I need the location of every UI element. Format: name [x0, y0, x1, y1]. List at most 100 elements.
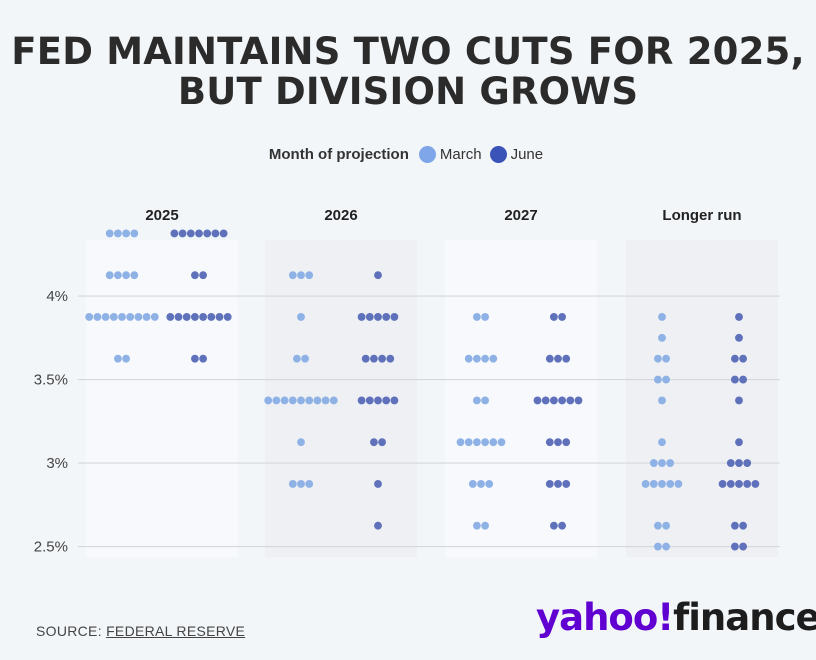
legend-march-swatch: [418, 146, 436, 163]
dot-march: [649, 459, 658, 467]
dot-june: [166, 313, 175, 321]
dot-march: [666, 459, 675, 467]
dot-june: [545, 480, 554, 488]
dot-june: [558, 521, 566, 530]
dot-june: [191, 354, 199, 363]
dot-june: [545, 438, 554, 447]
dot-march: [464, 438, 473, 447]
dot-june: [211, 229, 220, 238]
dot-june: [374, 313, 382, 321]
dot-march: [497, 438, 506, 447]
dot-march: [109, 313, 118, 321]
dot-june: [390, 396, 399, 405]
dot-june: [739, 521, 747, 530]
source-prefix: SOURCE:: [36, 623, 107, 639]
dot-march: [305, 396, 314, 405]
dot-june: [191, 313, 199, 321]
dot-june: [382, 396, 391, 405]
dot-march: [658, 480, 666, 488]
dot-june: [735, 459, 743, 467]
source-link[interactable]: FEDERAL RESERVE: [106, 623, 246, 639]
dot-march: [130, 229, 139, 238]
dot-june: [739, 375, 747, 384]
dot-june: [545, 354, 554, 363]
dot-march: [301, 354, 309, 363]
dot-march: [305, 480, 314, 488]
dot-june: [558, 396, 566, 405]
dot-june: [718, 480, 727, 488]
legend-june-swatch: [489, 146, 507, 163]
legend: Month of projection March June: [0, 146, 816, 163]
dot-june: [207, 313, 216, 321]
dot-june: [735, 333, 743, 342]
dot-march: [122, 354, 130, 363]
dot-june: [726, 459, 735, 467]
dot-march: [280, 396, 289, 405]
dot-march: [118, 313, 126, 321]
dot-june: [554, 438, 562, 447]
dot-june: [735, 438, 743, 447]
dot-june: [743, 480, 752, 488]
logo-finance: finance: [673, 596, 816, 639]
dot-march: [105, 229, 114, 238]
dot-march: [481, 521, 489, 530]
dot-march: [101, 313, 110, 321]
dot-march: [297, 480, 305, 488]
dot-june: [554, 480, 562, 488]
y-tick-label: 3%: [46, 455, 68, 472]
dot-march: [305, 271, 314, 280]
dot-june: [170, 229, 179, 238]
dot-june: [199, 313, 208, 321]
dot-june: [735, 313, 743, 321]
panel-label: 2027: [504, 207, 537, 224]
dot-march: [658, 333, 666, 342]
dot-march: [297, 396, 305, 405]
dot-june: [735, 480, 743, 488]
dot-june: [378, 354, 386, 363]
dot-march: [297, 438, 305, 447]
dot-march: [658, 438, 666, 447]
dot-march: [130, 271, 139, 280]
dot-june: [186, 229, 195, 238]
dot-march: [641, 480, 650, 488]
dot-march: [288, 396, 297, 405]
dot-june: [558, 313, 566, 321]
dot-march: [142, 313, 151, 321]
logo-yahoo: yahoo!: [536, 596, 674, 639]
y-tick-label: 2.5%: [34, 539, 68, 556]
dot-march: [293, 354, 301, 363]
dot-march: [489, 438, 498, 447]
dot-march: [105, 271, 114, 280]
dot-march: [658, 459, 666, 467]
dot-march: [464, 354, 473, 363]
dot-june: [174, 313, 183, 321]
dot-plot: 4% 3.5% 3% 2.5% 2025 2026 2027 Longer run: [34, 207, 780, 557]
dot-june: [357, 313, 366, 321]
dot-june: [743, 459, 752, 467]
dot-march: [662, 375, 670, 384]
legend-march-label: March: [439, 146, 482, 163]
dot-march: [297, 271, 305, 280]
panel-background: [445, 240, 597, 557]
dot-march: [654, 521, 662, 530]
dot-march: [473, 354, 481, 363]
dot-june: [751, 480, 760, 488]
dot-june: [182, 313, 191, 321]
dot-june: [382, 313, 391, 321]
dot-june: [374, 480, 382, 488]
dot-march: [485, 480, 494, 488]
dot-june: [731, 375, 739, 384]
dot-june: [550, 313, 558, 321]
dot-march: [477, 480, 485, 488]
dot-june: [562, 354, 571, 363]
dot-march: [662, 521, 670, 530]
y-tick-label: 3.5%: [34, 372, 68, 389]
dot-march: [654, 542, 662, 551]
dot-march: [473, 396, 481, 405]
panel-label: 2025: [145, 207, 178, 224]
dot-march: [264, 396, 273, 405]
dot-march: [297, 313, 305, 321]
dot-march: [489, 354, 498, 363]
dot-march: [134, 313, 143, 321]
